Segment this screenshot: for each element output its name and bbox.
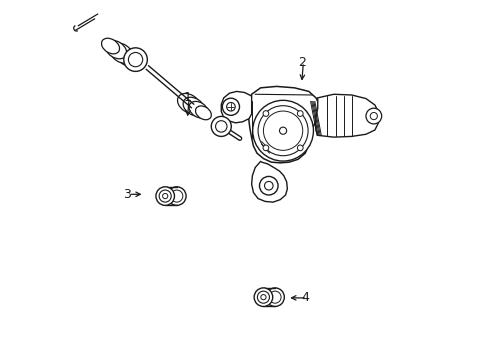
Ellipse shape [109, 43, 133, 63]
Circle shape [259, 176, 278, 195]
Text: 1: 1 [183, 91, 191, 104]
Ellipse shape [177, 94, 200, 113]
Ellipse shape [257, 291, 269, 303]
Ellipse shape [102, 38, 120, 54]
Ellipse shape [115, 47, 138, 66]
Ellipse shape [189, 102, 208, 118]
Ellipse shape [170, 190, 183, 202]
Circle shape [263, 111, 302, 150]
Circle shape [369, 112, 377, 120]
Circle shape [215, 121, 226, 132]
Ellipse shape [183, 97, 204, 116]
Circle shape [297, 145, 303, 151]
Circle shape [365, 108, 381, 124]
Circle shape [128, 53, 142, 67]
Polygon shape [251, 161, 287, 202]
Polygon shape [221, 91, 251, 123]
Circle shape [263, 111, 268, 116]
Ellipse shape [156, 187, 174, 205]
Polygon shape [315, 94, 378, 137]
Circle shape [123, 48, 147, 71]
Ellipse shape [105, 40, 126, 59]
Text: 4: 4 [301, 291, 308, 305]
Circle shape [258, 106, 307, 156]
Ellipse shape [265, 288, 284, 306]
Ellipse shape [163, 193, 167, 199]
Ellipse shape [260, 294, 265, 300]
Ellipse shape [159, 190, 171, 202]
Circle shape [226, 103, 235, 111]
Circle shape [252, 100, 313, 161]
Text: 3: 3 [122, 188, 130, 201]
Circle shape [222, 98, 239, 115]
Polygon shape [248, 86, 319, 163]
Ellipse shape [195, 106, 211, 120]
Circle shape [263, 145, 268, 151]
Circle shape [297, 111, 303, 116]
Ellipse shape [268, 291, 281, 303]
Circle shape [264, 181, 272, 190]
Circle shape [211, 116, 231, 136]
Text: 2: 2 [297, 55, 305, 69]
Ellipse shape [254, 288, 272, 306]
Circle shape [279, 127, 286, 134]
Ellipse shape [167, 187, 186, 205]
